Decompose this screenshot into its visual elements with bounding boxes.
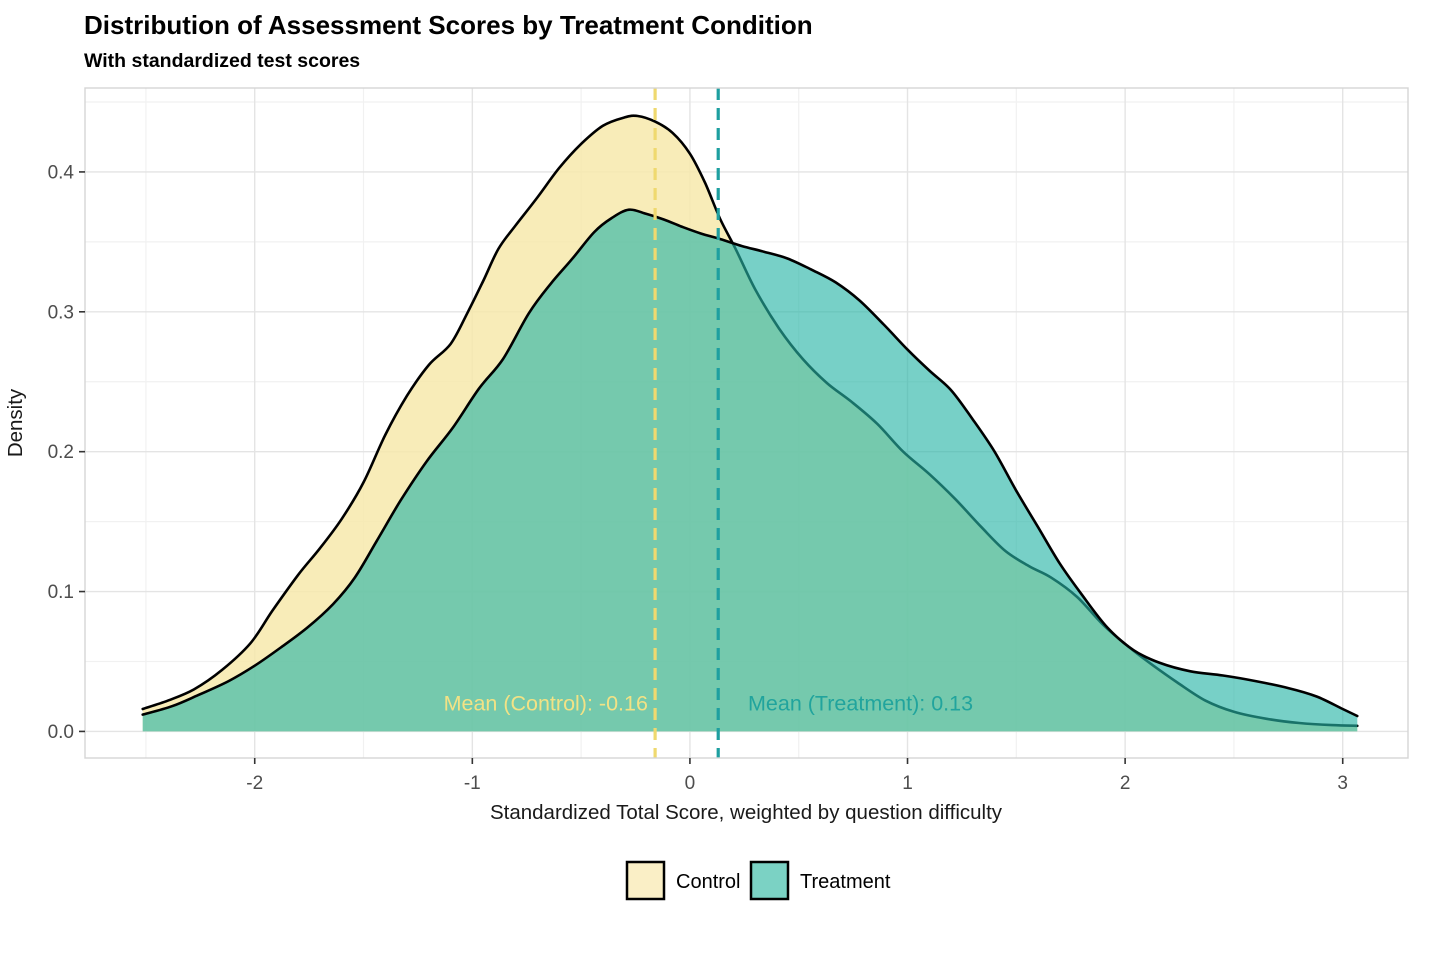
- x-tick-label: -2: [246, 773, 263, 794]
- legend-label-treatment: Treatment: [800, 871, 891, 893]
- mean-lines-layer: [653, 88, 720, 758]
- chart-title: Distribution of Assessment Scores by Tre…: [84, 10, 813, 40]
- legend-swatch-control: [625, 860, 666, 901]
- legend-label-control: Control: [676, 871, 740, 893]
- y-tick-label: 0.4: [48, 162, 75, 183]
- x-axis-title: Standardized Total Score, weighted by qu…: [490, 801, 1003, 824]
- panel-border-layer: [84, 87, 1409, 759]
- y-tick-label: 0.1: [48, 582, 74, 603]
- mean-annotation-treatment: Mean (Treatment): 0.13: [748, 691, 973, 715]
- x-tick-label: 3: [1337, 773, 1348, 794]
- legend-swatch-treatment: [749, 860, 790, 901]
- panel-border: [84, 87, 1409, 759]
- mean-annotation-control: Mean (Control): -0.16: [444, 691, 648, 715]
- x-tick-label: -1: [464, 773, 481, 794]
- y-tick-label: 0.0: [48, 722, 74, 743]
- chart-subtitle: With standardized test scores: [84, 50, 360, 72]
- density-area-treatment: [142, 209, 1358, 732]
- density-outline-treatment: [141, 208, 1359, 718]
- x-tick-label: 0: [685, 773, 696, 794]
- density-series-layer: [141, 114, 1359, 732]
- y-tick-label: 0.2: [48, 442, 74, 463]
- annotation-layer: Mean (Control): -0.16 Mean (Treatment): 0…: [444, 691, 974, 715]
- y-axis-title: Density: [4, 388, 27, 457]
- x-tick-label: 1: [902, 773, 913, 794]
- y-tick-label: 0.3: [48, 302, 74, 323]
- legend: Control Treatment: [625, 860, 891, 901]
- x-tick-label: 2: [1120, 773, 1131, 794]
- axis-layer: -2 -1 0 1 2 3 0.0 0.1 0.2 0.3 0.4: [48, 162, 1348, 794]
